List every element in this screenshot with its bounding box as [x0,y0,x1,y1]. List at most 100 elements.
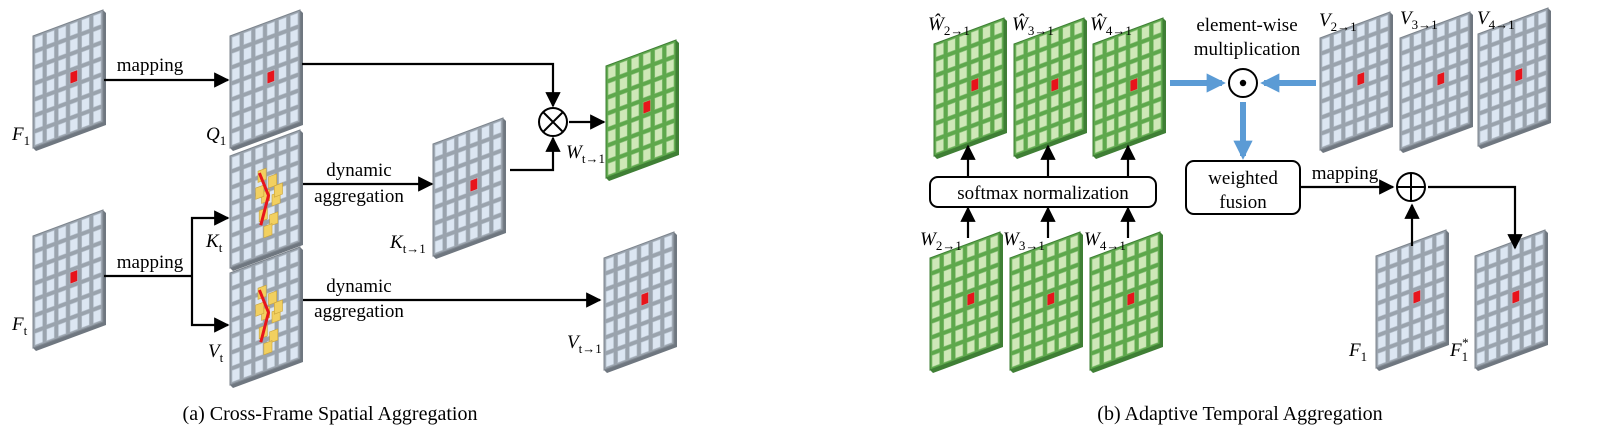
grid-cell [1058,254,1067,271]
grid-cell [1368,82,1377,99]
var-W41hat: Ŵ4→1 [1090,13,1132,38]
grid-cell [278,232,287,249]
grid-cell [1118,49,1127,65]
grid-cell [947,37,956,54]
grid-cell [1401,309,1410,325]
grid-cell [1436,71,1445,87]
grid-cell [243,61,252,78]
grid-cell [1058,334,1067,351]
grid-cell [607,160,616,176]
grid-cell [1115,295,1124,311]
grid-cell [959,33,968,49]
grid-cell [1401,116,1410,132]
grid-cell [947,53,956,70]
grid-cell [1500,261,1509,277]
grid-cell [1153,100,1162,116]
grid-cell [69,301,78,317]
grid-cell [1535,280,1544,296]
grid-cell [290,148,299,164]
grid-cell [605,288,614,304]
grid-cell [69,101,78,117]
grid-cell [994,20,1003,36]
grid-cell [947,69,956,86]
grid-cell [1488,313,1497,330]
grid-cell [994,36,1003,52]
grid-cell [1150,330,1159,346]
panel-Q1 [229,9,303,151]
grid-cell [1027,133,1036,150]
grid-cell [1046,259,1055,275]
grid-cell [617,347,626,364]
grid-cell [1436,296,1445,312]
grid-cell [1153,116,1162,132]
grid-cell [605,320,614,336]
grid-cell [34,34,43,50]
grid-cell [654,142,663,159]
grid-cell [1538,26,1547,42]
grid-cell [966,339,975,355]
grid-cell [481,172,490,189]
grid-cell [1412,273,1421,289]
grid-cell [931,304,940,320]
grid-cell [1039,49,1048,65]
grid-cell [493,216,502,232]
grid-cell [1523,236,1532,253]
grid-cell [93,276,102,292]
grid-cell [955,327,964,343]
grid-cell [1035,279,1044,295]
grid-cell [1503,39,1512,55]
grid-cell [93,108,102,124]
var-W31: W3→1 [1003,229,1045,253]
grid-cell [69,53,78,69]
grid-cell [935,74,944,90]
grid-cell [1389,249,1398,266]
grid-cell [1413,47,1422,64]
grid-cell [1011,256,1020,272]
fusion-label: fusion [1219,192,1267,213]
grid-cell [978,318,987,335]
grid-cell [1106,117,1115,134]
grid-cell [1503,55,1512,71]
grid-cell [1377,334,1386,350]
grid-cell [1356,23,1365,39]
grid-cell [1106,69,1115,86]
grid-cell [1488,345,1497,362]
grid-cell [1412,289,1421,305]
grid-cell [931,272,940,288]
grid-cell [255,262,264,278]
grid-cell [1436,103,1445,119]
grid-cell [231,367,240,383]
elementwise-label-line2: multiplication [1194,39,1301,60]
grid-cell [1448,18,1457,35]
grid-cell [666,58,675,74]
grid-cell [481,220,490,237]
grid-cell [493,136,502,152]
grid-cell [1491,123,1500,140]
grid-cell [1491,59,1500,76]
grid-cell [1503,23,1512,39]
grid-cell [1460,14,1469,30]
offset-trajectory [258,172,271,226]
caption-part-a: (a) Cross-Frame Spatial Aggregation [183,403,478,425]
panel-W41 [1089,231,1163,373]
grid-cell [290,249,299,265]
grid-cell [255,241,264,257]
grid-cell [1046,339,1055,355]
grid-cell [652,238,661,255]
grid-cell [1141,104,1150,121]
grid-cell [640,259,649,275]
grid-cell [34,114,43,130]
grid-cell [1345,107,1354,123]
grid-cell [943,315,952,332]
grid-cell [1538,42,1547,58]
aggregation-label-2: aggregation [314,301,404,322]
grid-cell [58,105,67,121]
grid-cell [619,107,628,124]
grid-cell [1150,282,1159,298]
grid-cell [990,298,999,314]
grid-cell [1046,275,1055,291]
grid-cell [243,197,252,214]
grid-cell [631,87,640,103]
grid-cell [959,129,968,145]
